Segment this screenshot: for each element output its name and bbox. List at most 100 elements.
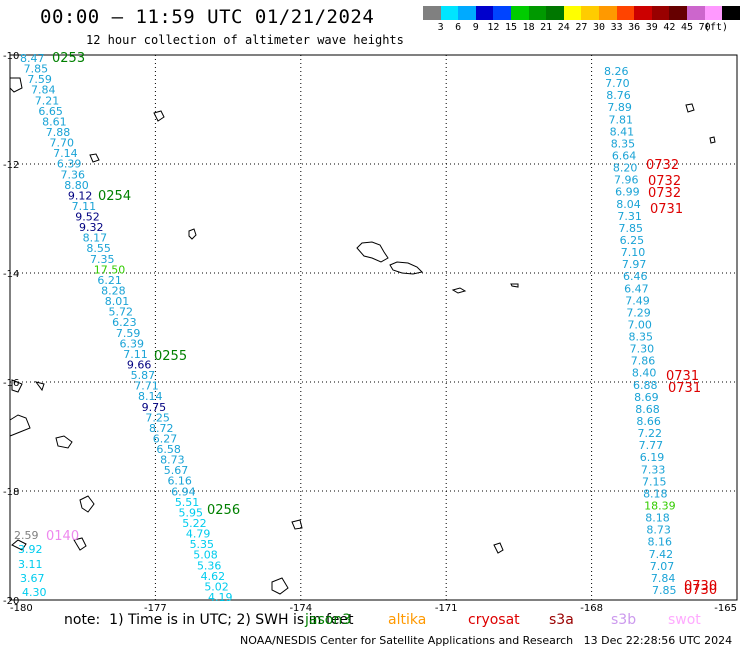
color-legend bbox=[423, 6, 740, 20]
island-cook-2 bbox=[291, 519, 303, 530]
wave-value: 7.84 bbox=[31, 84, 56, 97]
legend-swatch bbox=[563, 6, 582, 20]
wave-value: 3.11 bbox=[18, 558, 43, 571]
wave-value: 7.36 bbox=[61, 168, 86, 181]
legend-swatch bbox=[722, 6, 740, 20]
time-label: 0140 bbox=[46, 529, 79, 544]
satellite-label: jason3 bbox=[305, 612, 352, 628]
satellite-label: altika bbox=[388, 612, 427, 628]
legend-units: (ft) bbox=[704, 22, 729, 33]
wave-value: 7.25 bbox=[145, 411, 170, 424]
wave-value: 8.20 bbox=[613, 162, 638, 175]
wave-value: 7.81 bbox=[608, 113, 633, 126]
wave-value: 7.85 bbox=[652, 584, 677, 597]
satellite-label: s3a bbox=[549, 612, 574, 628]
island-outlines bbox=[9, 77, 716, 595]
legend-label: 33 bbox=[610, 22, 623, 33]
footer-credit: NOAA/NESDIS Center for Satellite Applica… bbox=[240, 634, 733, 647]
island-sw bbox=[11, 539, 27, 551]
wave-value: 6.16 bbox=[167, 475, 192, 488]
wave-value: 7.11 bbox=[72, 200, 97, 213]
time-label: 0732 bbox=[648, 174, 681, 189]
wave-value: 7.10 bbox=[621, 246, 646, 259]
wave-value: 7.84 bbox=[651, 572, 676, 585]
legend-label: 70 bbox=[698, 22, 711, 33]
wave-value: 8.35 bbox=[611, 137, 636, 150]
island-wallis bbox=[188, 228, 197, 240]
wave-value: 6.58 bbox=[156, 443, 181, 456]
wave-value: 5.72 bbox=[108, 306, 132, 319]
wave-value: 7.88 bbox=[46, 126, 71, 139]
legend-swatch bbox=[493, 6, 511, 20]
x-tick-label: -165 bbox=[714, 603, 737, 614]
wave-value: 6.88 bbox=[633, 379, 658, 392]
page-subtitle: 12 hour collection of altimeter wave hei… bbox=[86, 33, 404, 47]
wave-value: 7.85 bbox=[619, 222, 644, 235]
legend-label: 9 bbox=[472, 22, 479, 33]
wave-value: 8.73 bbox=[646, 524, 671, 537]
wave-value: 7.70 bbox=[49, 137, 74, 150]
fiji-coast-2 bbox=[11, 379, 23, 393]
wave-value: 9.66 bbox=[127, 358, 152, 371]
time-label: 0255 bbox=[154, 349, 187, 364]
axis-tick-labels: -180 -177 -174 -171 -168 -165 -10 -12 -14 -16 -18 -… bbox=[3, 51, 737, 614]
legend-label: 6 bbox=[455, 22, 462, 33]
samoa-island-savaii bbox=[356, 241, 389, 263]
wave-value: 6.46 bbox=[623, 270, 648, 283]
legend-swatch bbox=[686, 6, 705, 20]
x-tick-label: -168 bbox=[580, 603, 603, 614]
wave-value: 9.52 bbox=[75, 211, 100, 224]
wave-value: 5.22 bbox=[182, 517, 207, 530]
wave-value: 6.47 bbox=[624, 282, 649, 295]
time-label: 0730 bbox=[684, 583, 717, 598]
wave-value: 9.12 bbox=[68, 189, 93, 202]
wave-value: 5.51 bbox=[175, 496, 200, 509]
wave-value: 8.69 bbox=[634, 391, 659, 404]
samoa-island-upolu bbox=[389, 261, 423, 275]
wave-value: 8.18 bbox=[645, 512, 670, 525]
wave-value: 6.39 bbox=[57, 158, 82, 171]
wave-value: 8.76 bbox=[606, 89, 631, 102]
wave-value: 8.14 bbox=[138, 390, 163, 403]
time-label: 0253 bbox=[52, 51, 85, 66]
time-label: 0730 bbox=[684, 579, 717, 594]
wave-value: 7.59 bbox=[116, 327, 141, 340]
y-tick-label: -16 bbox=[3, 378, 19, 389]
y-tick-label: -14 bbox=[3, 269, 19, 280]
satellite-label: cryosat bbox=[468, 612, 520, 628]
wave-value: 8.04 bbox=[616, 198, 641, 211]
legend-label: 30 bbox=[592, 22, 606, 33]
legend-swatch bbox=[475, 6, 494, 20]
wave-value: 4.19 bbox=[208, 591, 233, 604]
wave-value: 7.35 bbox=[90, 253, 115, 266]
wave-value: 7.22 bbox=[637, 427, 662, 440]
wave-value: 6.99 bbox=[615, 186, 640, 199]
x-tick-label: -180 bbox=[10, 603, 33, 614]
wave-value: 7.49 bbox=[625, 294, 650, 307]
legend-swatch bbox=[669, 6, 687, 20]
altimeter-tracks: 8.477.857.597.847.216.658.617.887.707.14… bbox=[14, 51, 717, 604]
wave-value: 8.26 bbox=[604, 65, 629, 78]
wave-value: 5.08 bbox=[193, 549, 218, 562]
legend-label: 12 bbox=[487, 22, 500, 33]
wave-value: 6.65 bbox=[38, 105, 63, 118]
wave-value: 2.59 bbox=[14, 529, 39, 542]
wave-value: 8.68 bbox=[635, 403, 660, 416]
wave-value: 8.18 bbox=[643, 487, 668, 500]
wave-value: 7.96 bbox=[614, 174, 639, 187]
wave-value: 7.70 bbox=[605, 77, 630, 90]
wave-value: 8.72 bbox=[149, 422, 174, 435]
time-label: 0731 bbox=[668, 381, 701, 396]
island-small-a bbox=[510, 283, 519, 288]
wave-value: 8.80 bbox=[64, 179, 89, 192]
x-tick-label: -177 bbox=[144, 603, 167, 614]
time-label: 0732 bbox=[646, 158, 679, 173]
wave-value: 5.67 bbox=[164, 464, 189, 477]
wave-value: 5.95 bbox=[179, 506, 204, 519]
wave-value: 7.42 bbox=[649, 548, 674, 561]
island-east-2 bbox=[709, 136, 716, 144]
legend-swatch bbox=[704, 6, 723, 20]
wave-value: 7.15 bbox=[642, 475, 667, 488]
legend-swatch bbox=[458, 6, 476, 20]
wave-value: 5.36 bbox=[197, 559, 222, 572]
